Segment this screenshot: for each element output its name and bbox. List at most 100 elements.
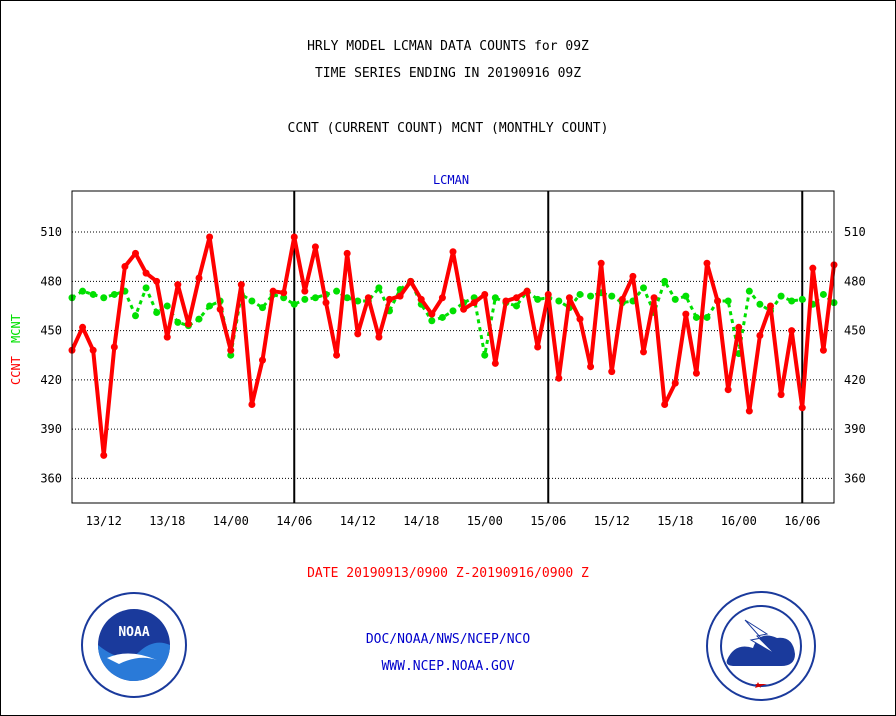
ccnt-point <box>703 259 711 267</box>
mcnt-point <box>333 287 341 295</box>
ccnt-point <box>756 332 764 340</box>
mcnt-point <box>259 304 266 312</box>
ccnt-point <box>89 346 97 354</box>
mcnt-point <box>587 292 595 300</box>
mcnt-point <box>142 284 150 292</box>
ccnt-point <box>819 346 827 354</box>
x-tick-label: 15/18 <box>657 514 693 528</box>
ccnt-point <box>735 323 743 331</box>
mcnt-point <box>756 300 764 308</box>
y-tick-label-right: 510 <box>844 225 866 239</box>
ccnt-point <box>142 269 150 277</box>
ccnt-point <box>132 249 139 257</box>
date-separators <box>293 191 804 503</box>
y-tick-label-right: 450 <box>844 324 866 338</box>
ccnt-point <box>386 295 393 303</box>
ccnt-point <box>237 281 245 289</box>
ccnt-point <box>396 292 404 300</box>
ccnt-point <box>618 295 626 303</box>
ccnt-point <box>565 294 573 302</box>
mcnt-point <box>724 297 732 305</box>
y-tick-label-left: 510 <box>40 225 62 239</box>
ccnt-point <box>322 299 330 307</box>
ccnt-point <box>745 407 753 415</box>
mcnt-point <box>280 294 288 302</box>
ccnt-point <box>100 451 108 459</box>
mcnt-point <box>555 297 563 305</box>
site-url[interactable]: WWW.NCEP.NOAA.GOV <box>381 659 515 674</box>
ccnt-point <box>629 272 637 280</box>
y-tick-label-right: 390 <box>844 422 866 436</box>
ccnt-point <box>449 248 457 256</box>
ccnt-point <box>576 315 584 323</box>
mcnt-point <box>195 315 203 323</box>
chart-subtitle: CCNT (CURRENT COUNT) MCNT (MONTHLY COUNT… <box>287 121 609 136</box>
mcnt-point <box>682 292 690 300</box>
mcnt-point <box>671 295 679 303</box>
ccnt-point <box>798 404 806 412</box>
ccnt-series <box>68 233 838 459</box>
ccnt-point <box>333 351 341 359</box>
org-label: DOC/NOAA/NWS/NCEP/NCO <box>365 632 531 647</box>
ccnt-point <box>491 359 499 367</box>
ccnt-point <box>724 386 732 394</box>
y-tick-label-left: 450 <box>40 324 62 338</box>
x-tick-label: 15/06 <box>530 514 566 528</box>
ccnt-point <box>682 310 690 318</box>
mcnt-point <box>438 313 446 321</box>
x-tick-labels: 13/12 13/18 14/00 14/06 14/12 14/18 15/00 15/06… <box>86 514 821 528</box>
ccnt-point <box>523 287 531 295</box>
ccnt-point <box>227 346 235 354</box>
ccnt-point <box>163 333 171 341</box>
ccnt-point <box>513 294 520 302</box>
grid-lines <box>72 231 834 479</box>
x-tick-label: 13/12 <box>86 514 122 528</box>
ccnt-point <box>290 233 298 241</box>
mcnt-point <box>227 351 235 359</box>
ccnt-point <box>79 323 87 331</box>
chart-svg: LCMAN 360 360 390 390 420 420 450 450 480 480 510 5… <box>9 173 866 528</box>
ccnt-point <box>174 281 182 289</box>
x-tick-label: 13/18 <box>149 514 185 528</box>
ccnt-point <box>714 297 722 305</box>
ccnt-point <box>777 391 785 399</box>
ccnt-point <box>555 374 563 382</box>
mcnt-point <box>163 302 171 310</box>
plot-area <box>71 190 835 504</box>
ccnt-point <box>809 264 817 272</box>
ccnt-point <box>502 297 510 305</box>
ccnt-point <box>153 277 161 285</box>
ccnt-point <box>364 294 372 302</box>
y-axis-label-mcnt: MCNT <box>9 314 23 343</box>
mcnt-point <box>608 292 616 300</box>
ccnt-point <box>311 243 319 251</box>
mcnt-point <box>354 297 362 305</box>
ccnt-point <box>269 287 277 295</box>
mcnt-point <box>703 313 711 321</box>
x-tick-label: 15/00 <box>467 514 503 528</box>
mcnt-point <box>79 287 87 295</box>
mcnt-point <box>248 297 256 305</box>
y-tick-labels: 360 360 390 390 420 420 450 450 480 480 510 510 <box>40 225 865 485</box>
ccnt-point <box>587 363 595 371</box>
ccnt-point <box>671 379 679 387</box>
mcnt-point <box>132 312 139 320</box>
chart-title-line1: HRLY MODEL LCMAN DATA COUNTS for 09Z <box>307 39 589 54</box>
ccnt-point <box>544 290 552 298</box>
ccnt-point <box>407 277 415 285</box>
ccnt-point <box>195 274 203 282</box>
mcnt-point <box>301 295 309 303</box>
ccnt-point <box>692 369 700 377</box>
mcnt-point <box>153 309 161 317</box>
x-tick-label: 15/12 <box>594 514 630 528</box>
ccnt-point <box>301 287 309 295</box>
y-tick-label-right: 360 <box>844 471 866 485</box>
ccnt-point <box>248 400 256 408</box>
ccnt-point <box>375 333 383 341</box>
ccnt-point <box>121 263 129 271</box>
ccnt-point <box>481 290 489 298</box>
panel-title: LCMAN <box>433 173 469 187</box>
y-axis-label-ccnt: CCNT <box>9 356 23 385</box>
noaa-wordmark: NOAA <box>118 625 149 640</box>
mcnt-point <box>449 307 457 315</box>
